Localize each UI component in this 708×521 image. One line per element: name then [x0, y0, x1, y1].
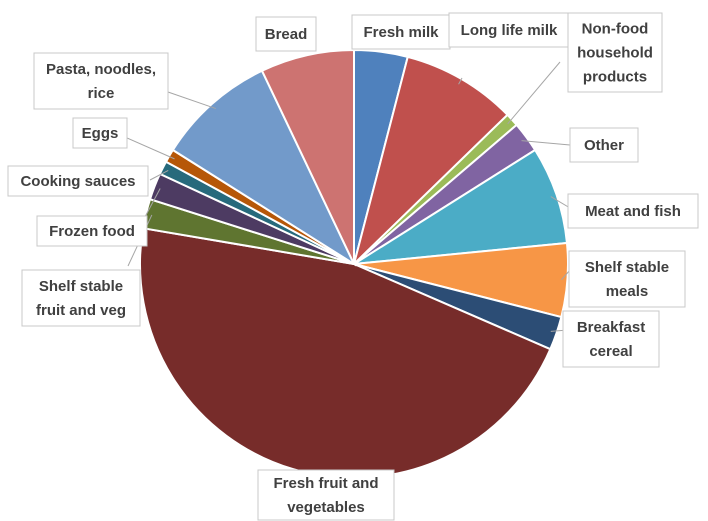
slice-label-text: vegetables [287, 499, 365, 516]
leader-line-pasta-noodles-rice [167, 91, 216, 110]
slice-label-fresh-milk: Fresh milk [351, 14, 451, 50]
label-box [567, 12, 663, 93]
slice-label-text: household [577, 45, 653, 62]
label-box [567, 193, 699, 229]
label-box [33, 52, 169, 110]
slice-label-shelf-stable-fruit-and-veg: Shelf stable fruit and veg [21, 269, 141, 327]
pie-slice-meat-and-fish [353, 148, 569, 265]
label-box [257, 469, 395, 521]
slice-label-text: Eggs [82, 125, 119, 142]
slice-label-fresh-fruit-and-vegetables: Fresh fruit and vegetables [257, 469, 395, 521]
slice-label-text: meals [606, 283, 649, 300]
slice-label-text: Frozen food [49, 223, 135, 240]
leader-line-long-life-milk [458, 77, 463, 85]
slice-label-text: fruit and veg [36, 302, 126, 319]
pie-slice-bread [260, 48, 355, 265]
label-box [72, 117, 128, 149]
slice-label-long-life-milk: Long life milk [448, 12, 570, 48]
label-box [568, 250, 686, 308]
leader-lines [126, 61, 571, 332]
leader-line-cooking-sauces [149, 170, 169, 181]
slice-label-text: Other [584, 137, 624, 154]
leader-line-eggs [126, 137, 175, 160]
slice-label-text: Bread [265, 26, 308, 43]
slice-label-text: rice [88, 85, 115, 102]
slice-label-shelf-stable-meals: Shelf stable meals [568, 250, 686, 308]
leader-line-non-food-household-products [507, 61, 561, 125]
slice-label-cooking-sauces: Cooking sauces [7, 165, 149, 197]
slice-label-text: Fresh fruit and [273, 475, 378, 492]
slice-label-text: cereal [589, 343, 632, 360]
pie-slice-pasta-noodles-rice [171, 69, 357, 267]
label-box [21, 269, 141, 327]
slice-label-frozen-food: Frozen food [36, 215, 148, 247]
label-box [448, 12, 570, 48]
label-box [351, 14, 451, 50]
slice-label-text: Long life milk [461, 22, 558, 39]
slice-label-text: Non-food [582, 21, 649, 38]
pie-slices [139, 48, 569, 479]
slice-label-text: Shelf stable [585, 259, 669, 276]
label-box [255, 16, 317, 52]
slice-label-text: Pasta, noodles, [46, 61, 156, 78]
leader-line-meat-and-fish [550, 196, 571, 209]
slice-label-eggs: Eggs [72, 117, 128, 149]
slice-label-breakfast-cereal: Breakfast cereal [562, 310, 660, 368]
label-box [569, 127, 639, 163]
leader-line-other [521, 140, 571, 146]
pie-slice-fresh-fruit-and-vegetables [139, 227, 552, 479]
slice-label-text: Fresh milk [363, 24, 439, 41]
slice-label-non-food-household-products: Non-food household products [567, 12, 663, 93]
slice-label-bread: Bread [255, 16, 317, 52]
slice-label-text: products [583, 69, 647, 86]
label-box [562, 310, 660, 368]
label-box [36, 215, 148, 247]
slice-label-meat-and-fish: Meat and fish [567, 193, 699, 229]
slice-label-text: Cooking sauces [20, 173, 135, 190]
slice-label-pasta-noodles-rice: Pasta, noodles, rice [33, 52, 169, 110]
slice-label-other: Other [569, 127, 639, 163]
label-box [7, 165, 149, 197]
slice-label-text: Shelf stable [39, 278, 123, 295]
slice-label-text: Breakfast [577, 319, 645, 336]
slice-labels: Fresh milk Long life milk Non-food househol… [7, 12, 699, 521]
slice-label-text: Meat and fish [585, 203, 681, 220]
